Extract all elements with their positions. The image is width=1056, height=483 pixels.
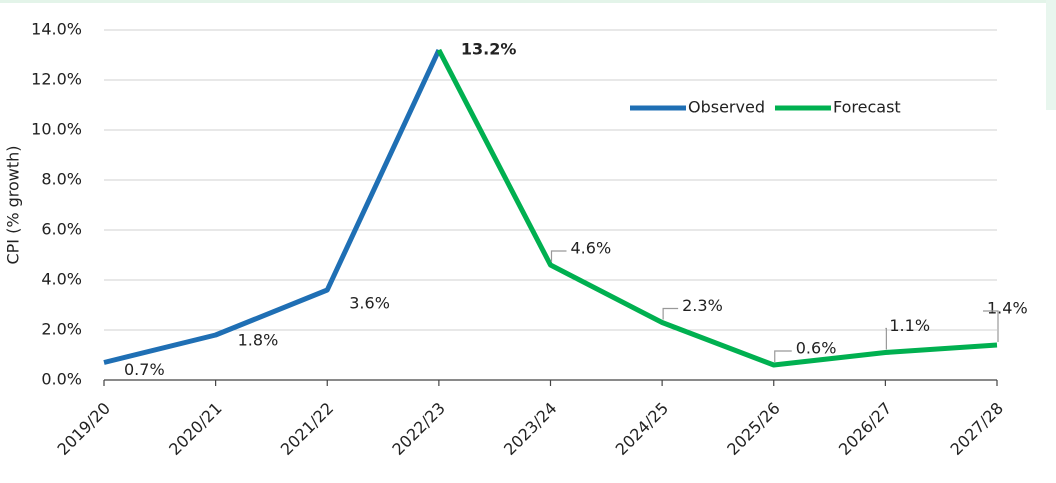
y-tick-label: 2.0% <box>41 320 82 339</box>
data-label: 4.6% <box>571 239 612 258</box>
y-tick-label: 8.0% <box>41 170 82 189</box>
side-strip <box>1046 0 1056 110</box>
data-label: 1.1% <box>889 316 930 335</box>
legend-label: Forecast <box>833 98 901 117</box>
y-tick-label: 0.0% <box>41 370 82 389</box>
leader-line <box>983 310 999 342</box>
y-tick-label: 12.0% <box>31 70 82 89</box>
data-label: 2.3% <box>682 296 723 315</box>
y-tick-label: 14.0% <box>31 20 82 39</box>
leader-line <box>885 327 887 350</box>
data-label: 0.7% <box>124 360 165 379</box>
y-tick-label: 6.0% <box>41 220 82 239</box>
data-label: 3.6% <box>349 294 390 313</box>
data-label: 13.2% <box>461 40 517 59</box>
data-label: 1.4% <box>987 299 1028 318</box>
y-tick-label: 4.0% <box>41 270 82 289</box>
legend-label: Observed <box>688 98 765 117</box>
leader-line <box>774 350 792 362</box>
top-strip <box>0 0 1056 3</box>
y-axis-label: CPI (% growth) <box>4 145 23 264</box>
data-label: 0.6% <box>796 339 837 358</box>
leader-line <box>550 250 567 262</box>
data-label: 1.8% <box>238 331 279 350</box>
y-tick-label: 10.0% <box>31 120 82 139</box>
leader-line <box>662 307 679 320</box>
series-line <box>103 48 442 365</box>
series-line <box>436 48 998 368</box>
